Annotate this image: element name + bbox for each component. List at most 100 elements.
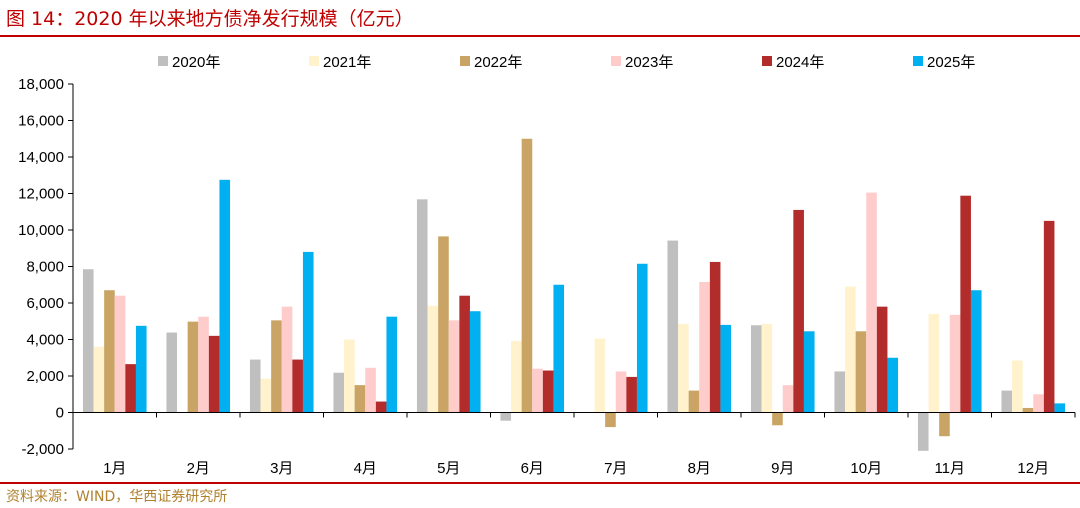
bar bbox=[626, 376, 637, 413]
bar bbox=[198, 316, 209, 413]
bar bbox=[219, 179, 231, 413]
bar bbox=[1033, 394, 1044, 413]
bar bbox=[82, 269, 94, 413]
y-tick-label: 10,000 bbox=[18, 222, 64, 239]
legend-swatch bbox=[913, 56, 923, 66]
bar bbox=[448, 320, 460, 413]
y-tick-label: 8,000 bbox=[26, 259, 64, 276]
bar bbox=[1022, 407, 1034, 413]
bar bbox=[386, 316, 398, 413]
bar bbox=[876, 306, 888, 413]
series-2022年 bbox=[104, 138, 1034, 437]
legend-swatch bbox=[460, 56, 470, 66]
legend-item: 2023年 bbox=[611, 54, 673, 71]
series-2024年 bbox=[125, 195, 1055, 413]
legend-swatch bbox=[309, 56, 319, 66]
bar bbox=[720, 324, 732, 413]
bar bbox=[104, 290, 115, 413]
source-divider bbox=[0, 482, 1080, 484]
x-tick-label: 9月 bbox=[771, 460, 794, 477]
bar bbox=[667, 240, 679, 413]
y-tick-label: 12,000 bbox=[18, 186, 64, 203]
bar bbox=[949, 314, 961, 413]
legend-label: 2021年 bbox=[323, 54, 371, 71]
bar bbox=[793, 209, 804, 413]
x-tick-label: 3月 bbox=[270, 460, 293, 477]
bar bbox=[615, 371, 627, 413]
y-tick-label: 0 bbox=[56, 405, 64, 422]
bar bbox=[772, 412, 783, 426]
bar bbox=[761, 323, 773, 413]
title-divider bbox=[0, 35, 1080, 37]
y-tick-label: 18,000 bbox=[18, 76, 64, 93]
bar bbox=[834, 371, 846, 413]
source-note: 资料来源：WIND，华西证券研究所 bbox=[6, 489, 228, 505]
bar bbox=[260, 378, 272, 413]
x-tick-label: 10月 bbox=[850, 460, 882, 477]
bar bbox=[93, 346, 105, 413]
bar bbox=[271, 320, 282, 413]
bar bbox=[605, 412, 616, 428]
legend-label: 2025年 bbox=[927, 54, 975, 71]
y-tick-label: -2,000 bbox=[21, 441, 64, 458]
bar bbox=[939, 412, 950, 437]
y-tick-label: 2,000 bbox=[26, 368, 64, 385]
bar bbox=[125, 364, 136, 413]
bar bbox=[459, 295, 470, 413]
bar bbox=[281, 306, 293, 413]
x-tick-label: 5月 bbox=[437, 460, 460, 477]
bar bbox=[114, 295, 126, 413]
x-tick-label: 12月 bbox=[1017, 460, 1049, 477]
legend-item: 2021年 bbox=[309, 54, 371, 71]
y-tick-label: 6,000 bbox=[26, 295, 64, 312]
bar bbox=[500, 412, 512, 421]
bars bbox=[82, 138, 1066, 451]
legend-label: 2020年 bbox=[172, 54, 220, 71]
bar bbox=[292, 359, 303, 413]
x-tick-label: 7月 bbox=[604, 460, 627, 477]
bar bbox=[960, 195, 971, 413]
x-tick-label: 1月 bbox=[103, 460, 126, 477]
bar bbox=[542, 370, 554, 413]
bar bbox=[866, 192, 877, 413]
bar bbox=[1001, 390, 1013, 413]
bar bbox=[135, 325, 147, 413]
bar bbox=[855, 331, 867, 413]
bar bbox=[970, 290, 982, 413]
y-tick-label: 4,000 bbox=[26, 332, 64, 349]
bar bbox=[678, 323, 689, 413]
bar bbox=[521, 138, 533, 413]
legend-label: 2023年 bbox=[625, 54, 673, 71]
x-tick-label: 6月 bbox=[521, 460, 544, 477]
bar bbox=[688, 390, 700, 413]
bar bbox=[333, 372, 345, 413]
bar bbox=[845, 286, 856, 413]
bar bbox=[375, 401, 387, 413]
bar bbox=[249, 359, 261, 413]
legend: 2020年 2021年 2022年 2023年 2024年 2025年 bbox=[158, 54, 975, 71]
series-2020年 bbox=[82, 199, 1013, 451]
bar bbox=[709, 261, 721, 413]
series-2021年 bbox=[93, 286, 1023, 413]
legend-item: 2025年 bbox=[913, 54, 975, 71]
x-axis: 1月 2月 3月 4月 5月 6月 7月 8月 9月 10月 11月 12月 bbox=[72, 412, 1076, 477]
bar bbox=[928, 313, 940, 413]
bar bbox=[427, 305, 439, 413]
series-2023年 bbox=[114, 192, 1044, 413]
bar bbox=[1012, 360, 1023, 413]
bar bbox=[469, 311, 481, 413]
bar bbox=[532, 368, 543, 413]
bar bbox=[1043, 220, 1055, 413]
bar bbox=[416, 199, 428, 413]
y-tick-label: 16,000 bbox=[18, 113, 64, 130]
x-tick-label: 11月 bbox=[934, 460, 965, 477]
bar bbox=[208, 335, 220, 413]
legend-item: 2024年 bbox=[762, 54, 824, 71]
x-tick-label: 4月 bbox=[354, 460, 377, 477]
bar bbox=[594, 338, 606, 413]
y-tick-label: 14,000 bbox=[18, 149, 64, 166]
legend-label: 2022年 bbox=[474, 54, 522, 71]
legend-swatch bbox=[158, 56, 168, 66]
bar bbox=[302, 251, 314, 413]
